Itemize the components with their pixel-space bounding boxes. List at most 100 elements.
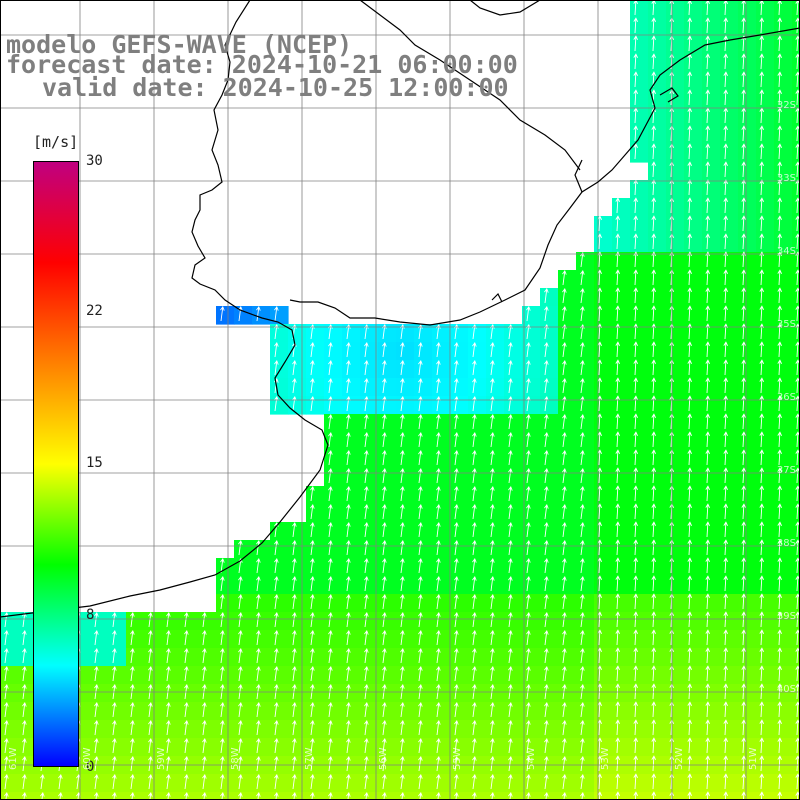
wind-arrow: [364, 665, 369, 682]
wind-arrow: [418, 575, 423, 592]
wind-cell: [612, 504, 631, 523]
wind-cell: [648, 144, 667, 163]
wind-cell: [414, 738, 433, 757]
wind-cell: [306, 486, 325, 505]
wind-cell: [720, 450, 739, 469]
wind-cell: [252, 738, 271, 757]
lon-label: 52W: [674, 747, 685, 770]
wind-arrow: [723, 647, 729, 664]
wind-cell: [378, 540, 397, 559]
wind-arrow: [705, 341, 711, 358]
wind-arrow: [544, 629, 549, 646]
wind-cell: [378, 522, 397, 541]
wind-arrow: [418, 449, 423, 466]
wind-cell: [720, 216, 739, 235]
wind-arrow: [418, 377, 423, 394]
wind-cell: [324, 486, 343, 505]
wind-cell: [522, 432, 541, 451]
wind-cell: [792, 774, 800, 793]
wind-arrow: [759, 125, 765, 142]
wind-arrow: [705, 611, 711, 628]
wind-cell: [756, 306, 775, 325]
wind-cell: [396, 504, 415, 523]
wind-arrow: [454, 431, 459, 448]
wind-arrow: [508, 593, 513, 610]
wind-cell: [540, 702, 559, 721]
wind-arrow: [705, 35, 711, 52]
wind-cell: [720, 18, 739, 37]
wind-cell: [792, 18, 800, 37]
wind-arrow: [382, 467, 387, 484]
lat-label: 34S: [776, 246, 796, 257]
wind-arrow: [544, 575, 549, 592]
wind-arrow: [777, 647, 783, 664]
wind-arrow: [705, 53, 711, 70]
wind-arrow: [741, 89, 747, 106]
wind-arrow: [633, 629, 639, 646]
lat-label: 32S: [776, 100, 796, 111]
wind-arrow: [687, 71, 693, 88]
wind-arrow: [148, 773, 153, 790]
wind-arrow: [400, 701, 405, 718]
wind-arrow: [328, 377, 333, 394]
wind-arrow: [597, 557, 603, 574]
wind-arrow: [454, 593, 459, 610]
wind-cell: [342, 360, 361, 379]
wind-arrow: [436, 575, 441, 592]
wind-cell: [630, 396, 649, 415]
wind-cell: [756, 648, 775, 667]
wind-cell: [648, 666, 667, 685]
wind-arrow: [22, 755, 27, 772]
wind-cell: [378, 738, 397, 757]
wind-arrow: [723, 215, 729, 232]
wind-cell: [684, 450, 703, 469]
wind-cell: [558, 792, 577, 800]
wind-cell: [432, 648, 451, 667]
wind-arrow: [490, 665, 495, 682]
wind-arrow: [759, 467, 765, 484]
wind-arrow: [418, 503, 423, 520]
wind-arrow: [508, 359, 513, 376]
wind-arrow: [328, 701, 333, 718]
wind-cell: [270, 522, 289, 541]
wind-cell: [522, 576, 541, 595]
wind-cell: [288, 576, 307, 595]
wind-cell: [108, 630, 127, 649]
wind-arrow: [651, 539, 657, 556]
lat-label: 37S: [776, 465, 796, 476]
wind-arrow: [526, 521, 531, 538]
wind-arrow: [759, 629, 765, 646]
wind-arrow: [687, 197, 693, 214]
wind-cell: [504, 450, 523, 469]
wind-cell: [414, 324, 433, 343]
wind-arrow: [651, 647, 657, 664]
wind-arrow: [741, 557, 747, 574]
wind-cell: [684, 594, 703, 613]
wind-cell: [756, 486, 775, 505]
wind-cell: [360, 684, 379, 703]
wind-arrow: [382, 701, 387, 718]
wind-cell: [324, 504, 343, 523]
wind-arrow: [777, 215, 783, 232]
wind-cell: [342, 540, 361, 559]
wind-arrow: [400, 521, 405, 538]
wind-cell: [612, 360, 631, 379]
wind-cell: [774, 360, 793, 379]
wind-cell: [198, 774, 217, 793]
wind-cell: [486, 630, 505, 649]
wind-cell: [792, 558, 800, 577]
wind-cell: [522, 414, 541, 433]
wind-cell: [378, 774, 397, 793]
wind-cell: [702, 666, 721, 685]
wind-arrow: [328, 395, 333, 412]
wind-arrow: [723, 503, 729, 520]
wind-arrow: [544, 755, 549, 772]
wind-cell: [540, 306, 559, 325]
wind-cell: [792, 594, 800, 613]
wind-cell: [738, 666, 757, 685]
wind-arrow: [615, 413, 621, 430]
wind-arrow: [705, 197, 711, 214]
wind-cell: [234, 738, 253, 757]
wind-arrow: [346, 431, 351, 448]
wind-arrow: [184, 647, 189, 664]
